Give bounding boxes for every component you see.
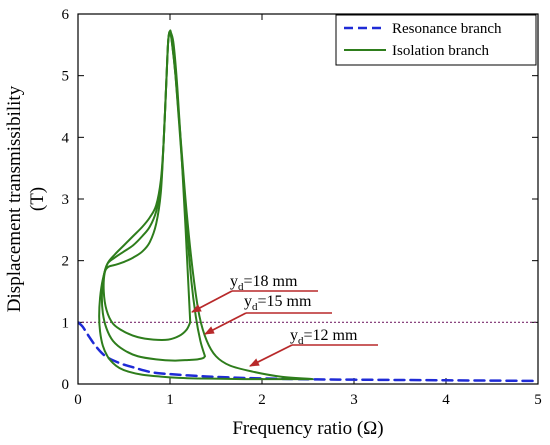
- y-tick-label: 0: [62, 377, 70, 393]
- y-axis-title-line2: (T): [27, 187, 48, 211]
- legend-box: [335, 14, 537, 66]
- plot-frame: [77, 13, 539, 385]
- x-axis-title: Frequency ratio (Ω): [232, 418, 383, 439]
- y-tick-label: 1: [62, 315, 70, 331]
- x-tick-label: 2: [258, 392, 266, 408]
- x-tick-label: 4: [442, 392, 450, 408]
- legend-label-resonance: Resonance branch: [392, 21, 502, 37]
- x-tick-label: 0: [74, 392, 82, 408]
- x-tick-label: 1: [166, 392, 174, 408]
- y-tick-label: 5: [62, 69, 70, 85]
- isolation-branch-line-3: [102, 29, 192, 341]
- legend: Resonance branch Isolation branch: [335, 14, 537, 66]
- annotation-arrow: [249, 344, 293, 367]
- y-tick-label: 2: [62, 254, 70, 270]
- resonance-branch-line: [78, 321, 538, 383]
- y-tick-label: 3: [62, 192, 70, 208]
- y-tick-label: 6: [62, 7, 70, 23]
- x-tick-label: 3: [350, 392, 358, 408]
- annotation-label: yd=12 mm: [290, 327, 358, 347]
- series-layer: [78, 29, 538, 383]
- y-axis-title-line1: Displacement transmissibility: [4, 85, 25, 312]
- tick-labels: 0 1 2 3 4 5 0 1 2 3 4 5 6: [62, 7, 542, 408]
- x-tick-label: 5: [534, 392, 542, 408]
- annotation-arrow: [204, 312, 247, 335]
- isolation-branch-line-1: [98, 30, 314, 381]
- annotation-label: yd=15 mm: [244, 293, 312, 313]
- legend-label-isolation: Isolation branch: [392, 43, 490, 59]
- y-tick-label: 4: [62, 130, 70, 146]
- annotation-label: yd=18 mm: [230, 273, 298, 293]
- annotation-arrow: [191, 290, 233, 313]
